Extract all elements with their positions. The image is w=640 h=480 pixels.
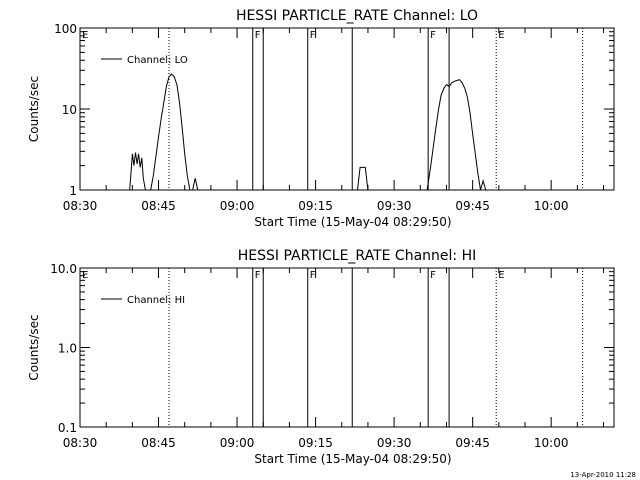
event-marker-label: F <box>255 270 261 281</box>
event-marker-label: E <box>498 30 504 41</box>
panel-hi: HESSI PARTICLE_RATE Channel: HI Start Tim… <box>27 248 615 466</box>
x-axis-label: Start Time (15-May-04 08:29:50) <box>254 215 451 229</box>
x-tick-label: 08:45 <box>141 436 176 450</box>
event-marker-label: F <box>310 270 316 281</box>
y-tick-label: 10.0 <box>50 262 77 276</box>
footer-timestamp: 13-Apr-2010 11:28 <box>570 471 636 479</box>
event-marker-label: E <box>82 270 88 281</box>
x-tick-label: 08:30 <box>63 199 98 213</box>
x-tick-label: 08:45 <box>141 199 176 213</box>
x-tick-label: 09:15 <box>298 436 333 450</box>
x-tick-label: 09:30 <box>377 199 412 213</box>
x-tick-label: 09:00 <box>220 436 255 450</box>
event-marker-label: F <box>430 270 436 281</box>
legend-label: Channel: LO <box>127 55 188 66</box>
x-tick-label: 09:30 <box>377 436 412 450</box>
event-marker-label: E <box>82 30 88 41</box>
x-tick-label: 10:00 <box>534 436 569 450</box>
legend-label: Channel: HI <box>127 295 185 306</box>
x-tick-label: 09:00 <box>220 199 255 213</box>
event-marker-label: F <box>310 30 316 41</box>
x-tick-label: 10:00 <box>534 199 569 213</box>
x-tick-label: 09:15 <box>298 199 333 213</box>
x-tick-label: 09:45 <box>455 199 490 213</box>
plot-frame <box>79 27 615 191</box>
y-tick-label: 0.1 <box>58 421 77 435</box>
y-tick-label: 10 <box>62 103 77 117</box>
y-axis-label: Counts/sec <box>27 314 41 380</box>
panel-lo: HESSI PARTICLE_RATE Channel: LO Start Tim… <box>27 8 615 229</box>
series-line <box>192 178 199 191</box>
series-line <box>357 166 369 191</box>
y-tick-label: 100 <box>54 22 77 36</box>
event-marker-label: E <box>498 270 504 281</box>
x-axis-label: Start Time (15-May-04 08:29:50) <box>254 452 451 466</box>
x-tick-label: 08:30 <box>63 436 98 450</box>
event-marker-label: F <box>430 30 436 41</box>
y-tick-label: 1 <box>69 184 77 198</box>
y-tick-label: 1.0 <box>58 342 77 356</box>
y-axis-label: Counts/sec <box>27 76 41 142</box>
event-marker-label: F <box>255 30 261 41</box>
chart-title: HESSI PARTICLE_RATE Channel: LO <box>236 8 478 24</box>
series-line <box>129 152 146 191</box>
plot-frame <box>79 267 615 428</box>
chart-title: HESSI PARTICLE_RATE Channel: HI <box>238 248 476 264</box>
x-tick-label: 09:45 <box>455 436 490 450</box>
series-line <box>426 79 487 191</box>
series-line <box>150 73 191 191</box>
